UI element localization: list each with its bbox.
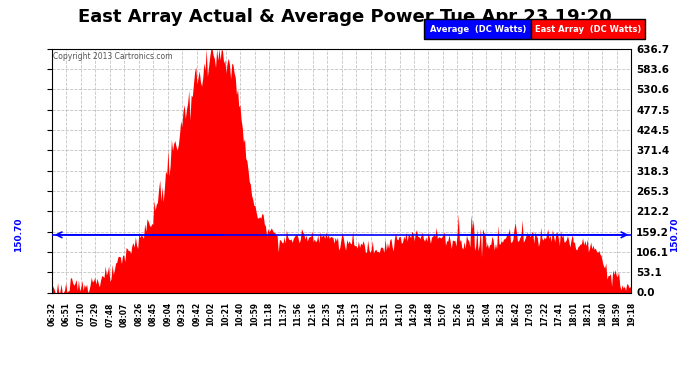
Text: Copyright 2013 Cartronics.com: Copyright 2013 Cartronics.com	[53, 53, 172, 62]
Text: East Array Actual & Average Power Tue Apr 23 19:20: East Array Actual & Average Power Tue Ap…	[78, 8, 612, 26]
Text: 150.70: 150.70	[14, 217, 23, 252]
Text: Average  (DC Watts): Average (DC Watts)	[430, 25, 526, 34]
Text: 150.70: 150.70	[670, 217, 680, 252]
Text: East Array  (DC Watts): East Array (DC Watts)	[535, 25, 641, 34]
